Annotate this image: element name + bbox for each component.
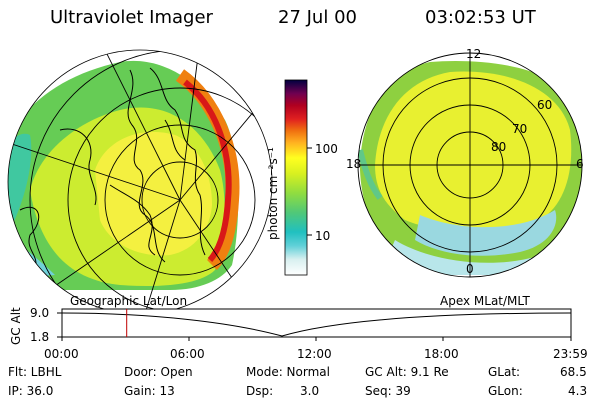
altitude-curve — [61, 312, 572, 337]
mlt-label-18: 18 — [346, 157, 362, 171]
right-panel-caption: Apex MLat/MLT — [440, 294, 530, 308]
ip-status: IP: 36.0 — [8, 384, 54, 398]
orbit-x-tick-label: 00:00 — [44, 347, 79, 361]
image-time: 03:02:53 UT — [425, 7, 536, 28]
gain-status: Gain: 13 — [124, 384, 175, 398]
mlat-label-80: 80 — [491, 140, 507, 154]
colorbar-scale — [284, 79, 308, 276]
orbit-x-tick-label: 06:00 — [170, 347, 205, 361]
glon-value: 4.3 — [568, 384, 588, 398]
mode-status: Mode: Normal — [246, 365, 330, 379]
glat-value: 68.5 — [560, 365, 587, 379]
gc-alt-status: GC Alt: 9.1 Re — [365, 365, 449, 379]
orbit-y-tick-label: 1.8 — [30, 330, 50, 344]
orbit-y-axis-label: GC Alt — [9, 307, 23, 345]
aurora-emission — [358, 149, 383, 200]
polar-image-panel — [357, 52, 583, 278]
mlt-label-6: 6 — [576, 157, 584, 171]
aurora-emission — [375, 71, 572, 232]
mlat-label-70: 70 — [512, 122, 528, 136]
mlat-mlt-grid — [357, 52, 583, 278]
filter-status: Flt: LBHL — [8, 365, 62, 379]
dsp-label: Dsp: — [246, 384, 274, 398]
door-status: Door: Open — [124, 365, 193, 379]
dsp-value: 3.0 — [300, 384, 320, 398]
orbit-x-tick-label: 12:00 — [297, 347, 332, 361]
aurora-emission — [95, 131, 212, 256]
orbit-altitude-plot — [57, 308, 572, 341]
app-title: Ultraviolet Imager — [50, 7, 213, 28]
auroral-oval-peak — [183, 79, 232, 263]
glon-label: GLon: — [488, 384, 523, 398]
colorbar-tick-label: 100 — [315, 142, 338, 156]
image-date: 27 Jul 00 — [278, 7, 357, 28]
aurora-emission — [8, 133, 32, 240]
orbit-plot-frame — [61, 308, 572, 338]
mlt-label-0: 0 — [466, 262, 474, 276]
orbit-x-tick-label: 18:00 — [424, 347, 459, 361]
orbit-y-tick-label: 9.0 — [30, 306, 50, 320]
mlat-label-60: 60 — [537, 98, 553, 112]
colorbar — [284, 79, 312, 276]
glat-label: GLat: — [488, 365, 521, 379]
aurora-emission — [380, 240, 560, 275]
left-panel-caption: Geographic Lat/Lon — [70, 294, 188, 308]
aurora-emission — [415, 210, 557, 256]
colorbar-unit-label: photon cm⁻²s⁻¹ — [266, 147, 280, 240]
orbit-x-tick-label: 23:59 — [553, 347, 588, 361]
colorbar-tick-label: 10 — [315, 229, 331, 243]
mlt-label-12: 12 — [466, 47, 482, 61]
seq-status: Seq: 39 — [365, 384, 411, 398]
